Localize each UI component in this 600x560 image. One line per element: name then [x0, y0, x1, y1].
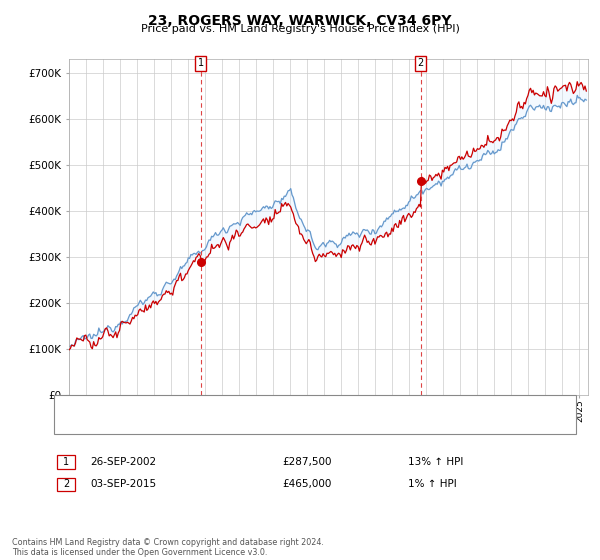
Text: ——: ——: [60, 419, 85, 432]
Text: £287,500: £287,500: [282, 457, 331, 467]
Text: ——: ——: [60, 399, 85, 412]
Text: HPI: Average price, detached house, Warwick: HPI: Average price, detached house, Warw…: [93, 421, 314, 431]
Text: 2: 2: [418, 58, 424, 68]
Text: Contains HM Land Registry data © Crown copyright and database right 2024.
This d: Contains HM Land Registry data © Crown c…: [12, 538, 324, 557]
Text: Price paid vs. HM Land Registry's House Price Index (HPI): Price paid vs. HM Land Registry's House …: [140, 24, 460, 34]
Text: 1: 1: [63, 457, 69, 467]
Text: 13% ↑ HPI: 13% ↑ HPI: [408, 457, 463, 467]
Text: 1: 1: [198, 58, 204, 68]
Text: £465,000: £465,000: [282, 479, 331, 489]
Text: 26-SEP-2002: 26-SEP-2002: [90, 457, 156, 467]
Text: 1% ↑ HPI: 1% ↑ HPI: [408, 479, 457, 489]
Text: 23, ROGERS WAY, WARWICK, CV34 6PY (detached house): 23, ROGERS WAY, WARWICK, CV34 6PY (detac…: [93, 401, 373, 411]
Text: 23, ROGERS WAY, WARWICK, CV34 6PY: 23, ROGERS WAY, WARWICK, CV34 6PY: [148, 14, 452, 28]
Text: 03-SEP-2015: 03-SEP-2015: [90, 479, 156, 489]
Text: 2: 2: [63, 479, 69, 489]
